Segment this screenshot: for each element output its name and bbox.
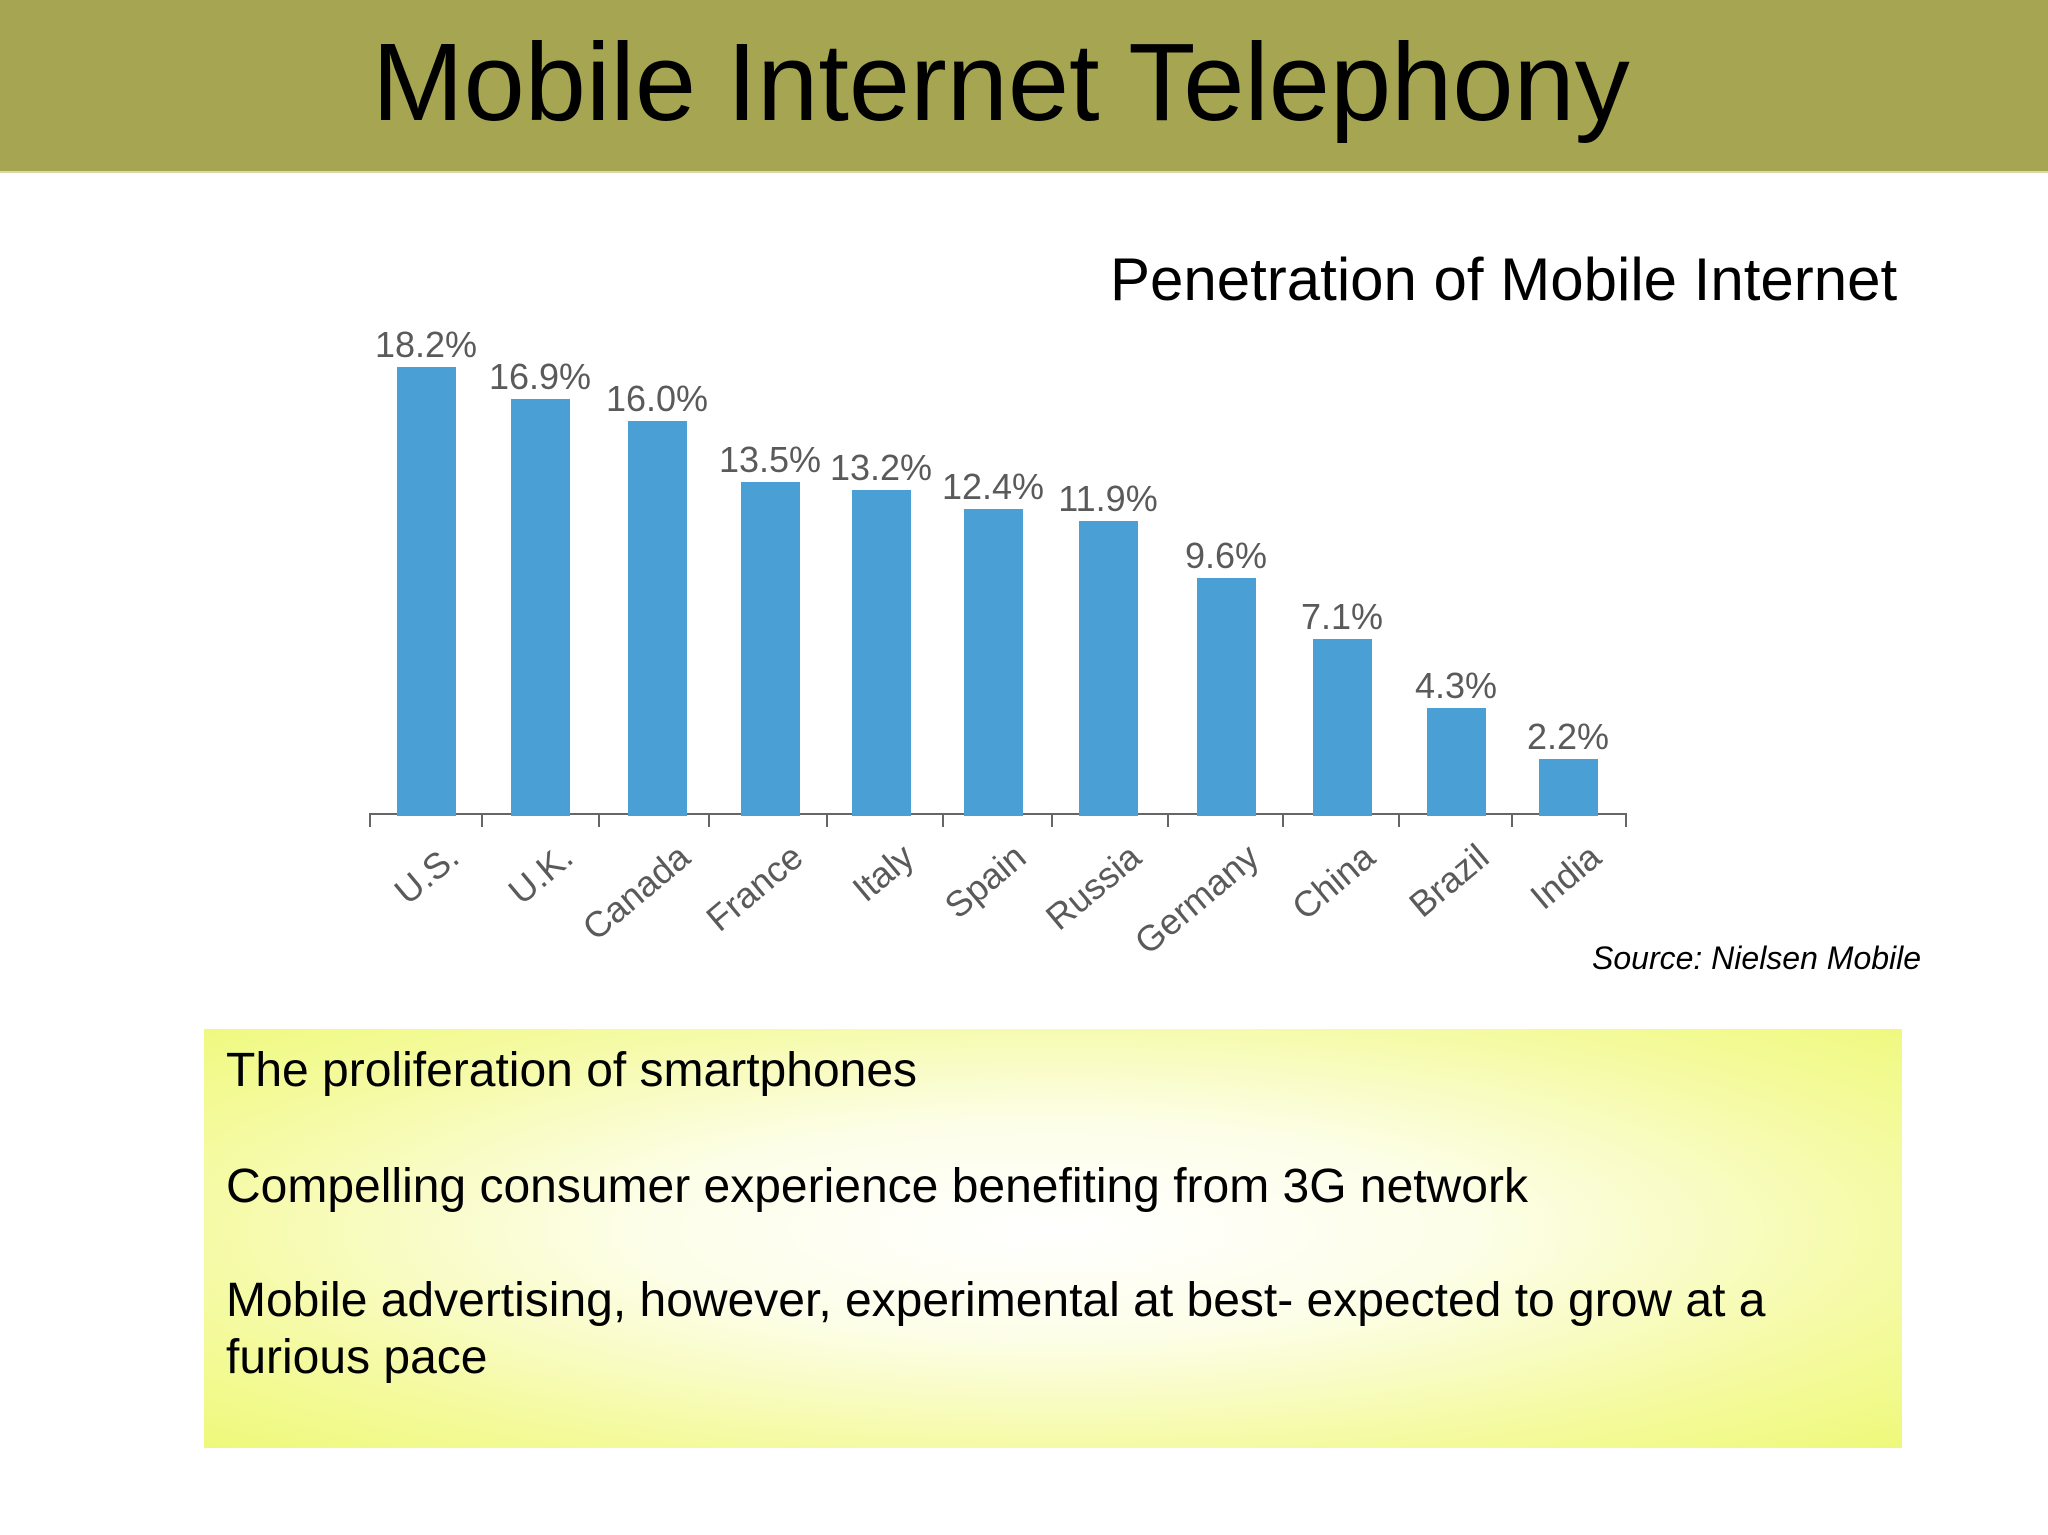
note-item: The proliferation of smartphones xyxy=(226,1044,918,1097)
x-axis-tick xyxy=(1167,813,1169,827)
note-item: Mobile advertising, however, experimenta… xyxy=(226,1274,1766,1384)
x-axis-tick xyxy=(369,813,371,827)
x-axis-category-label: Italy xyxy=(844,835,922,910)
x-axis-tick xyxy=(1051,813,1053,827)
bar xyxy=(851,490,911,816)
note-item: Compelling consumer experience benefitin… xyxy=(226,1160,1528,1213)
notes-box: The proliferation of smartphones Compell… xyxy=(204,1029,1902,1448)
x-axis-tick xyxy=(1282,813,1284,827)
slide-header: Mobile Internet Telephony xyxy=(0,0,2048,173)
x-axis-category-label: Russia xyxy=(1037,835,1149,938)
bar-value-label: 13.2% xyxy=(829,447,933,488)
x-axis-category-label: U.K. xyxy=(500,835,581,913)
x-axis-category-label: India xyxy=(1522,835,1609,918)
bar-value-label: 2.2% xyxy=(1526,716,1610,757)
x-axis-category-label: China xyxy=(1284,835,1383,928)
bar-value-label: 16.9% xyxy=(488,356,592,397)
bar xyxy=(1312,639,1372,816)
bar-value-label: 18.2% xyxy=(374,324,478,365)
x-axis-category-label: U.S. xyxy=(386,835,467,913)
x-axis-tick xyxy=(598,813,600,827)
x-axis-category-label: Germany xyxy=(1126,835,1267,963)
bar xyxy=(1196,578,1256,816)
chart-title: Penetration of Mobile Internet xyxy=(1110,246,1898,313)
x-axis-tick xyxy=(708,813,710,827)
x-axis-category-label: Spain xyxy=(936,835,1034,927)
x-axis-tick xyxy=(1511,813,1513,827)
x-axis-tick xyxy=(942,813,944,827)
bar-value-label: 4.3% xyxy=(1414,665,1498,706)
bar-chart: 18.2% U.S. 16.9% U.K. 16.0% Canada 13.5% France… xyxy=(369,324,1627,963)
bar-value-label: 13.5% xyxy=(718,439,822,480)
x-axis-category-label: Canada xyxy=(574,835,698,949)
bar xyxy=(1078,521,1138,816)
x-axis-category-label: Brazil xyxy=(1401,835,1497,925)
chart-source: Source: Nielsen Mobile xyxy=(1592,940,1922,976)
x-axis-tick xyxy=(481,813,483,827)
bar xyxy=(1426,708,1486,816)
slide-title: Mobile Internet Telephony xyxy=(372,21,1630,144)
x-axis-tick xyxy=(826,813,828,827)
bar xyxy=(396,367,456,816)
bar xyxy=(627,421,687,816)
bar-value-label: 16.0% xyxy=(605,378,709,419)
bar-value-label: 11.9% xyxy=(1058,478,1158,519)
x-axis-category-label: France xyxy=(698,835,811,940)
bar xyxy=(1538,759,1598,816)
bar-value-label: 7.1% xyxy=(1300,596,1384,637)
bar-value-label: 9.6% xyxy=(1184,535,1268,576)
bar-value-label: 12.4% xyxy=(941,466,1045,507)
bar xyxy=(510,399,570,816)
x-axis-tick xyxy=(1625,813,1627,827)
x-axis-tick xyxy=(1398,813,1400,827)
bar xyxy=(740,482,800,816)
bar xyxy=(963,509,1023,816)
